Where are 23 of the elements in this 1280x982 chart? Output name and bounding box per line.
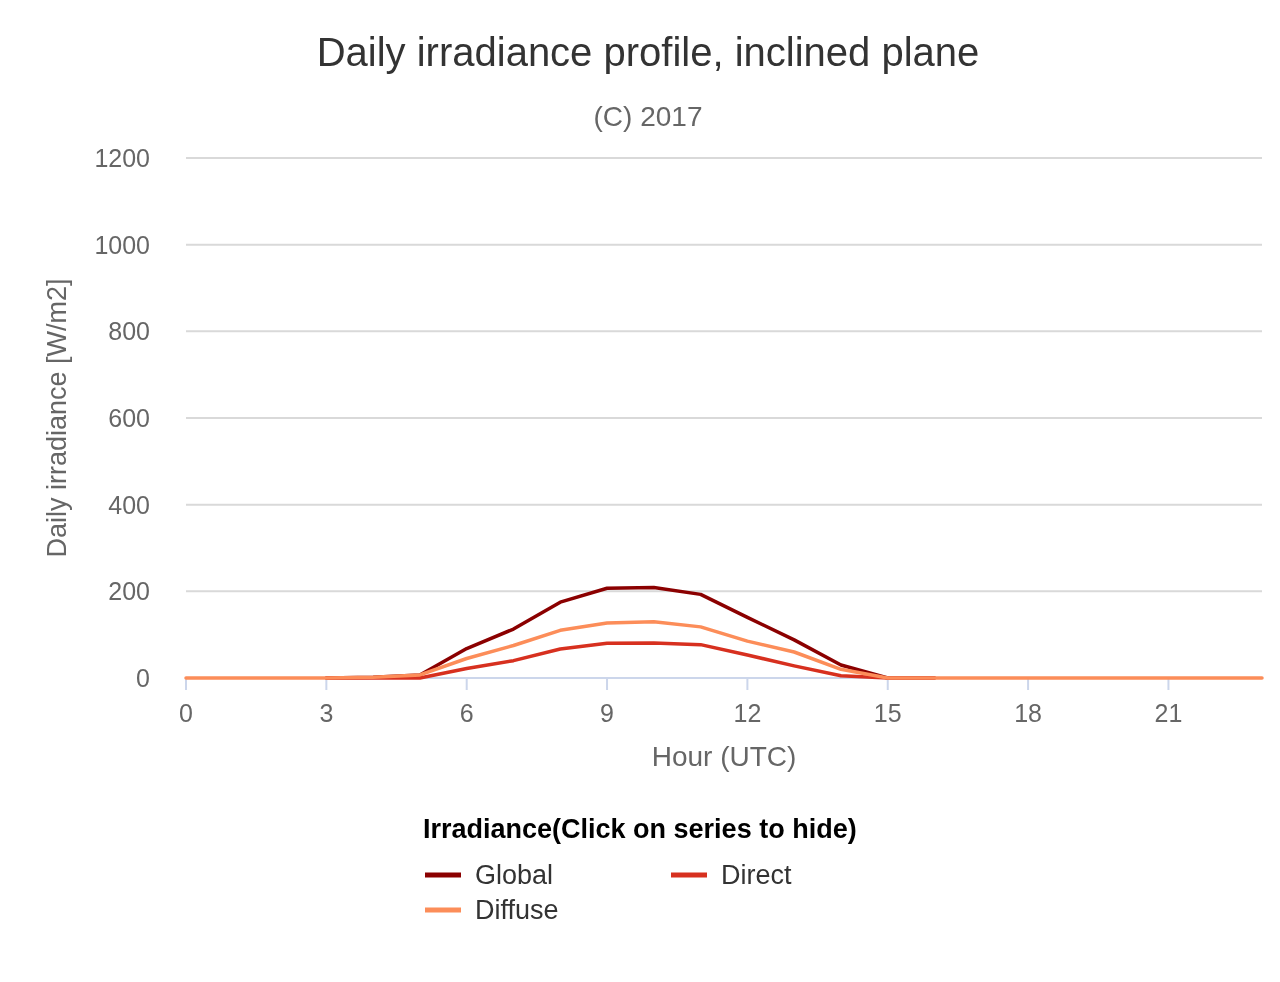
- x-tick-label: 15: [873, 699, 902, 727]
- legend-label: Diffuse: [475, 895, 559, 925]
- legend-label: Global: [475, 860, 554, 890]
- x-tick-label: 6: [459, 699, 474, 727]
- y-tick-label: 800: [108, 317, 150, 346]
- x-tick-label: 12: [733, 699, 762, 727]
- chart-title: Daily irradiance profile, inclined plane: [316, 30, 980, 74]
- legend-title: Irradiance(Click on series to hide): [423, 814, 857, 844]
- y-tick-label: 400: [108, 490, 150, 519]
- x-tick-label: 3: [319, 699, 334, 727]
- x-tick-label: 9: [600, 699, 614, 727]
- y-tick-label: 1000: [94, 230, 150, 259]
- x-tick-label: 18: [1014, 699, 1042, 727]
- chart-subtitle: (C) 2017: [593, 101, 703, 132]
- x-tick-label: 0: [179, 699, 193, 727]
- x-tick-label: 21: [1154, 699, 1183, 727]
- x-axis-title: Hour (UTC): [651, 741, 797, 772]
- y-tick-label: 600: [108, 404, 150, 432]
- legend-label: Direct: [721, 860, 792, 890]
- y-tick-label: 1200: [94, 144, 150, 172]
- y-tick-label: 0: [136, 664, 150, 692]
- y-axis-title: Daily irradiance [W/m2]: [42, 278, 72, 558]
- y-tick-label: 200: [108, 577, 150, 606]
